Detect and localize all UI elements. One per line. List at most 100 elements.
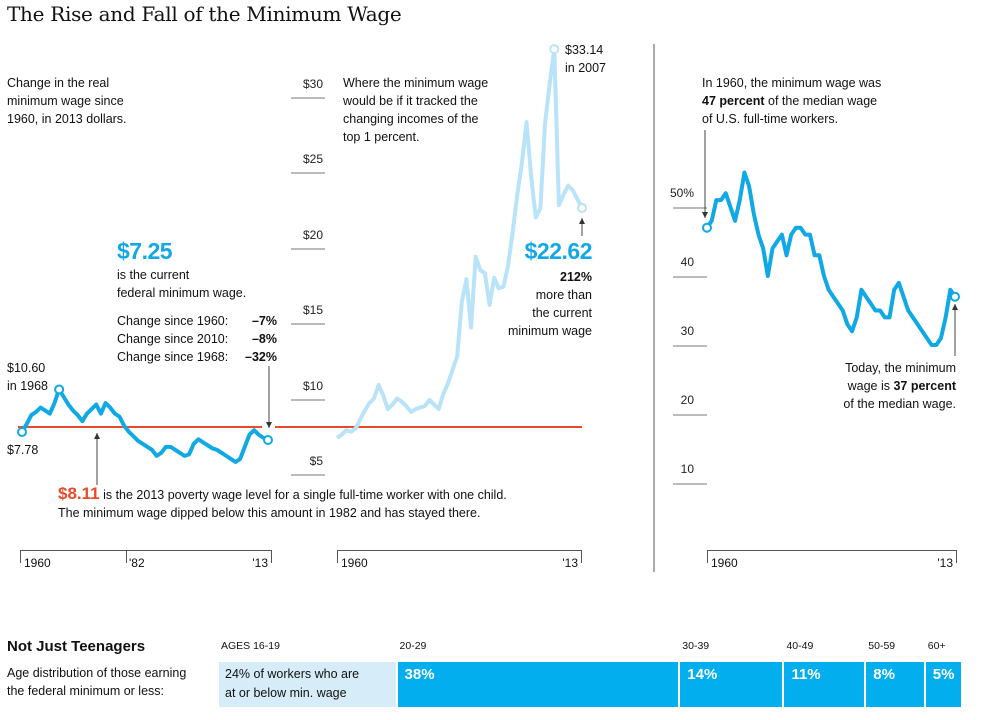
top1-intro-line: top 1 percent. (343, 130, 420, 144)
age-label: 60+ (927, 640, 946, 652)
top1-pct-line: more than (535, 288, 592, 302)
y-tick-label: 50% (669, 186, 694, 200)
top1-pct-note: 212% more than the current minimum wage (472, 268, 592, 340)
change-row: Change since 1960: –7% (117, 312, 277, 330)
start-annotation: $7.78 (7, 443, 39, 457)
mid-x-axis: 1960 '13 (337, 550, 582, 570)
median-intro: In 1960, the minimum wage was 47 percent… (702, 74, 881, 128)
age-segment-2029: 38% (397, 662, 679, 707)
x-tick-label: '13 (937, 556, 953, 570)
intro-line: 1960, in 2013 dollars. (7, 112, 127, 126)
median-today-line: wage is (847, 379, 894, 393)
change-row: Change since 2010: –8% (117, 330, 277, 348)
x-tick-label: '13 (562, 556, 578, 570)
median-today-line: of the median wage. (843, 397, 956, 411)
age-label: AGES 16-19 (221, 640, 280, 652)
x-tick-label: 1960 (24, 556, 51, 570)
top1-current-value: $22.62 (524, 238, 593, 264)
caption-line: federal minimum wage. (117, 286, 247, 300)
segment-note-line: at or below min. wage (225, 686, 347, 700)
top1-peak-year: in 2007 (565, 61, 607, 75)
current-wage-arrow-head (266, 422, 272, 428)
x-axis-tick-82 (126, 551, 127, 563)
median-start-marker (702, 222, 712, 233)
age-segment-1619: 24% of workers who are at or below min. w… (219, 662, 396, 707)
poverty-1982-arrow-head (94, 433, 100, 439)
top1-pct-line: the current (532, 306, 592, 320)
min-wage-start-marker (17, 427, 27, 438)
x-tick-label: 1960 (341, 556, 368, 570)
x-tick-label: '13 (252, 556, 268, 570)
y-tick-label: 40 (680, 255, 694, 269)
median-1960-arrow-head (702, 212, 708, 218)
median-today-arrow-head (952, 304, 958, 310)
median-intro-line: of the median wage (764, 94, 878, 108)
intro-line: minimum wage since (7, 94, 124, 108)
change-row: Change since 1968: –32% (117, 348, 277, 366)
y-tick-label: $25 (302, 152, 323, 166)
top1-end-marker (577, 202, 587, 213)
panel-divider (653, 44, 655, 572)
poverty-value: $8.11 (58, 484, 100, 503)
teen-desc-line: Age distribution of those earning (7, 666, 187, 680)
right-x-axis: 1960 '13 (707, 550, 957, 570)
poverty-line2: The minimum wage dipped below this amoun… (58, 506, 481, 520)
y-tick-line (673, 414, 707, 416)
change-value: –8% (251, 332, 277, 346)
peak-year: in 1968 (7, 379, 49, 393)
y-tick-label: 30 (680, 324, 694, 338)
change-list: Change since 1960: –7% Change since 2010:… (117, 312, 277, 366)
y-tick-line (291, 398, 325, 401)
top1-peak-annotation: $33.14 in 2007 (565, 41, 606, 77)
top1-peak-value: $33.14 (565, 43, 604, 57)
y-tick-line (673, 276, 707, 278)
top1-pct-line: minimum wage (507, 324, 592, 338)
y-tick-line (291, 96, 325, 99)
y-tick-line (291, 247, 325, 250)
teen-desc: Age distribution of those earning the fe… (7, 664, 186, 700)
median-intro-line: of U.S. full-time workers. (702, 112, 839, 126)
median-intro-bold: 47 percent (702, 94, 765, 108)
min-wage-end-marker (263, 435, 273, 446)
age-label: 20-29 (399, 640, 427, 652)
y-tick-line (291, 172, 325, 174)
change-value: –32% (245, 350, 277, 364)
y-tick-line (291, 323, 325, 325)
age-segment-5059: 8% (866, 662, 924, 707)
median-end-marker (950, 291, 960, 302)
min-wage-peak-marker (54, 384, 65, 395)
y-tick-line (291, 474, 325, 476)
median-pct-series-line (705, 170, 957, 347)
median-today-bold: 37 percent (893, 379, 956, 393)
change-label: Change since 1968: (117, 350, 229, 364)
poverty-line1: is the 2013 poverty wage level for a sin… (99, 488, 507, 502)
y-tick-line (673, 483, 707, 485)
age-segment-3039: 14% (680, 662, 783, 707)
age-segment-60plus: 5% (925, 662, 961, 707)
y-tick-label: 20 (680, 393, 694, 407)
y-tick-label: 10 (680, 462, 694, 476)
teen-desc-line: the federal minimum or less: (7, 684, 165, 698)
change-value: –7% (251, 314, 277, 328)
min-wage-series-line (20, 387, 269, 464)
current-wage-value: $7.25 (117, 238, 173, 264)
change-label: Change since 1960: (117, 314, 229, 328)
left-x-axis: 1960 '82 '13 (20, 550, 272, 570)
poverty-note: $8.11 is the 2013 poverty wage level for… (58, 485, 507, 522)
segment-note-line: 24% of workers who are (225, 667, 360, 681)
current-wage-caption: is the current federal minimum wage. (117, 266, 246, 302)
page-title: The Rise and Fall of the Minimum Wage (7, 2, 402, 26)
y-tick-label: $5 (309, 454, 323, 468)
y-tick-label: $20 (302, 227, 323, 242)
median-today-line: Today, the minimum (845, 361, 956, 375)
age-label: 40-49 (786, 640, 814, 652)
top1-peak-marker (549, 44, 560, 55)
top1-intro: Where the minimum wage would be if it tr… (343, 74, 488, 146)
age-label: 50-59 (868, 640, 896, 652)
left-intro: Change in the real minimum wage since 19… (7, 74, 127, 128)
y-tick-label: $10 (302, 378, 323, 393)
age-segment-4049: 11% (784, 662, 865, 707)
x-tick-label: 1960 (711, 556, 738, 570)
peak-annotation: $10.60 in 1968 (7, 359, 48, 395)
